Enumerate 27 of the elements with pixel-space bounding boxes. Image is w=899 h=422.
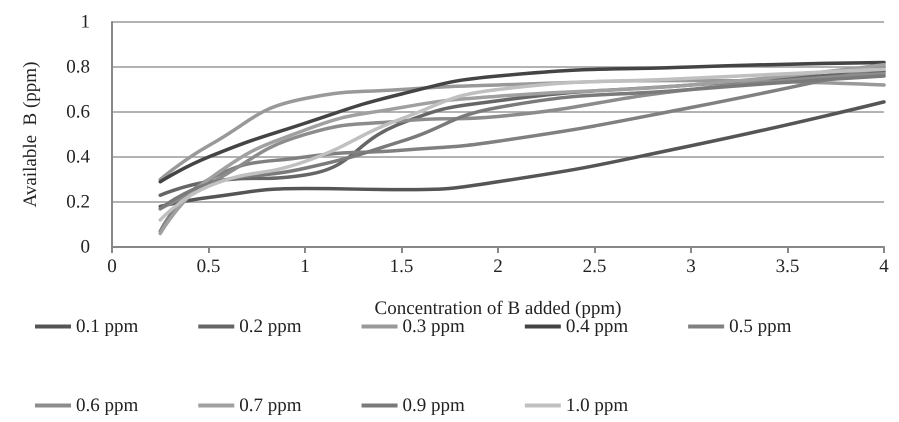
line-series <box>158 100 886 208</box>
x-tick-label: 3 <box>686 256 696 277</box>
y-tick-label: 0.2 <box>66 192 90 212</box>
x-tick-label: 3.5 <box>776 256 800 277</box>
legend-label: 0.5 ppm <box>729 316 792 337</box>
x-tick-label: 1.5 <box>390 256 414 277</box>
legend-label: 0.6 ppm <box>76 395 138 416</box>
y-axis-title: Available B (ppm) <box>20 62 41 208</box>
y-tick-label: 0 <box>80 236 90 258</box>
line-series <box>158 60 886 184</box>
x-tick-label: 0.5 <box>196 256 220 277</box>
x-axis-title: Concentration of B added (ppm) <box>374 298 622 319</box>
y-tick-label: 0.8 <box>66 56 90 78</box>
legend-label: 1.0 ppm <box>566 395 628 416</box>
x-tick-label: 2.5 <box>582 256 606 277</box>
legend-label: 0.1 ppm <box>76 316 138 337</box>
y-tick-label: 0.4 <box>66 146 90 168</box>
x-tick-label: 4 <box>879 256 890 277</box>
y-tick-label: 1 <box>80 12 90 32</box>
x-tick-label: 2 <box>493 256 503 277</box>
legend-label: 0.9 ppm <box>402 395 466 416</box>
legend-label: 0.3 ppm <box>402 316 466 337</box>
y-tick-label: 0.6 <box>66 102 90 122</box>
legend-label: 0.7 ppm <box>239 395 302 416</box>
x-tick-label: 1 <box>300 256 310 277</box>
x-tick-label: 0 <box>107 256 117 277</box>
legend-label: 0.2 ppm <box>239 316 302 337</box>
